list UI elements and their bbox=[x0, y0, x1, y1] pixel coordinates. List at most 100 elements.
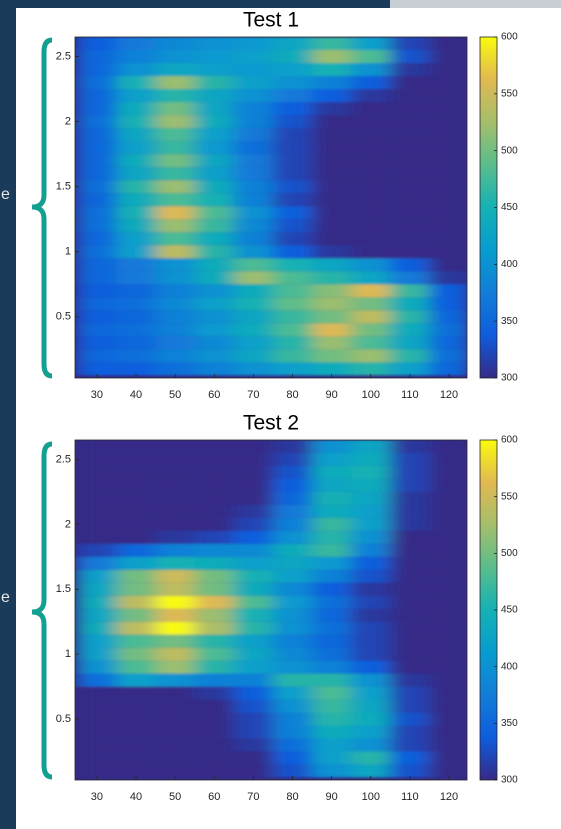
cell bbox=[351, 310, 391, 324]
cell bbox=[351, 349, 391, 363]
cell bbox=[390, 764, 430, 778]
cell bbox=[116, 660, 156, 674]
cell bbox=[116, 491, 156, 505]
x-tick-label: 50 bbox=[169, 791, 181, 803]
colorbar-tick-label: 400 bbox=[501, 661, 518, 672]
x-tick-label: 120 bbox=[440, 791, 458, 803]
cell bbox=[155, 634, 195, 648]
cell bbox=[312, 660, 352, 674]
cell bbox=[194, 193, 234, 207]
cell bbox=[233, 478, 273, 492]
cell bbox=[155, 673, 195, 687]
cell bbox=[77, 452, 117, 466]
cell bbox=[116, 154, 156, 168]
cell bbox=[233, 206, 273, 220]
cell bbox=[155, 595, 195, 609]
cell bbox=[116, 712, 156, 726]
cell bbox=[116, 608, 156, 622]
cell bbox=[429, 699, 467, 713]
cell bbox=[233, 63, 273, 77]
colorbar-tick-label: 500 bbox=[501, 145, 518, 156]
y-tick-label: 0.5 bbox=[56, 713, 71, 725]
cell bbox=[390, 323, 430, 337]
cell bbox=[155, 660, 195, 674]
cell bbox=[390, 310, 430, 324]
cell bbox=[77, 582, 117, 596]
cell bbox=[77, 465, 117, 479]
y-tick-label: 2 bbox=[65, 116, 71, 128]
cell bbox=[429, 219, 467, 233]
cell bbox=[312, 128, 352, 142]
cell bbox=[116, 362, 156, 376]
cell bbox=[312, 310, 352, 324]
cell bbox=[233, 245, 273, 259]
cell bbox=[116, 128, 156, 142]
cell bbox=[312, 76, 352, 90]
heatmap bbox=[75, 440, 467, 780]
cell bbox=[233, 686, 273, 700]
cell bbox=[233, 193, 273, 207]
cell bbox=[312, 232, 352, 246]
cell bbox=[233, 440, 273, 453]
cell bbox=[390, 621, 430, 635]
cell bbox=[272, 271, 313, 285]
cell bbox=[233, 310, 273, 324]
cell bbox=[233, 115, 273, 129]
cell bbox=[116, 556, 156, 570]
cell bbox=[233, 102, 273, 116]
cell bbox=[233, 271, 273, 285]
x-tick-label: 60 bbox=[208, 389, 220, 401]
cell bbox=[351, 63, 391, 77]
cell bbox=[351, 504, 391, 518]
cell bbox=[429, 102, 467, 116]
cell bbox=[429, 258, 467, 272]
cell bbox=[155, 336, 195, 350]
cell bbox=[272, 206, 313, 220]
cell bbox=[429, 128, 467, 142]
cell bbox=[194, 89, 234, 103]
cell bbox=[77, 491, 117, 505]
cell bbox=[429, 37, 467, 51]
cell bbox=[233, 647, 273, 661]
cell bbox=[312, 608, 352, 622]
cell bbox=[116, 89, 156, 103]
cell bbox=[233, 543, 273, 557]
cell bbox=[77, 349, 117, 363]
cell bbox=[116, 751, 156, 765]
cell bbox=[312, 751, 352, 765]
cell bbox=[312, 63, 352, 77]
cell bbox=[116, 582, 156, 596]
cell bbox=[312, 738, 352, 752]
colorbar-tick-label: 450 bbox=[501, 202, 518, 213]
cell bbox=[429, 76, 467, 90]
cell bbox=[116, 297, 156, 311]
cell bbox=[77, 37, 117, 51]
cell bbox=[272, 738, 313, 752]
cell bbox=[233, 517, 273, 531]
cell bbox=[194, 517, 234, 531]
cell bbox=[155, 569, 195, 583]
cell bbox=[351, 634, 391, 648]
cell bbox=[390, 634, 430, 648]
cell bbox=[351, 751, 391, 765]
cell bbox=[116, 478, 156, 492]
cell bbox=[429, 206, 467, 220]
x-tick-label: 100 bbox=[362, 389, 380, 401]
cell bbox=[390, 167, 430, 181]
cell bbox=[77, 699, 117, 713]
cell bbox=[390, 284, 430, 298]
cell bbox=[312, 621, 352, 635]
cell bbox=[272, 128, 313, 142]
cell bbox=[116, 258, 156, 272]
cell bbox=[272, 621, 313, 635]
cell bbox=[194, 647, 234, 661]
cell bbox=[77, 297, 117, 311]
cell bbox=[312, 712, 352, 726]
cell bbox=[233, 141, 273, 155]
cell bbox=[429, 349, 467, 363]
cell bbox=[233, 50, 273, 64]
cell bbox=[429, 621, 467, 635]
cell bbox=[155, 297, 195, 311]
cell bbox=[155, 284, 195, 298]
cell bbox=[233, 491, 273, 505]
